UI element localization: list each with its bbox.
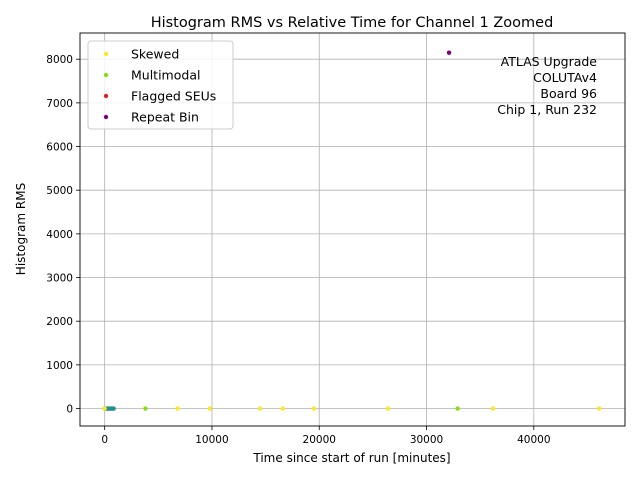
x-tick-label: 30000 bbox=[410, 434, 443, 446]
skewed-point bbox=[385, 406, 391, 411]
normal-point bbox=[111, 406, 116, 411]
y-tick-label: 2000 bbox=[46, 316, 73, 328]
repeat-bin-point bbox=[446, 50, 452, 55]
annotation-line: Chip 1, Run 232 bbox=[497, 102, 597, 117]
legend-label-skewed: Skewed bbox=[131, 47, 179, 62]
y-tick-label: 3000 bbox=[46, 273, 73, 285]
x-axis-label: Time since start of run [minutes] bbox=[252, 451, 450, 465]
y-tick-label: 0 bbox=[66, 404, 73, 416]
skewed-point bbox=[597, 406, 602, 411]
skewed-point bbox=[207, 406, 213, 411]
skewed-point bbox=[311, 406, 317, 411]
y-tick-label: 7000 bbox=[46, 98, 73, 110]
annotation-line: COLUTAv4 bbox=[533, 70, 597, 85]
legend-marker-flagged-seus bbox=[103, 93, 109, 99]
y-tick-label: 8000 bbox=[46, 54, 73, 66]
legend-marker-multimodal bbox=[103, 72, 109, 78]
chart-title: Histogram RMS vs Relative Time for Chann… bbox=[151, 15, 554, 31]
x-tick-label: 40000 bbox=[517, 434, 550, 446]
data-points bbox=[102, 50, 602, 411]
x-tick-label: 10000 bbox=[195, 434, 228, 446]
plot-frame bbox=[79, 32, 626, 427]
skewed-point bbox=[280, 406, 285, 411]
legend-marker-repeat-bin bbox=[103, 114, 109, 120]
y-axis-label: Histogram RMS bbox=[14, 183, 28, 275]
skewed-point bbox=[258, 406, 263, 411]
annotation-line: ATLAS Upgrade bbox=[501, 54, 598, 69]
multimodal-point bbox=[143, 406, 148, 411]
y-tick-label: 4000 bbox=[46, 229, 73, 241]
multimodal-point bbox=[455, 406, 460, 411]
y-tick-label: 1000 bbox=[46, 360, 73, 372]
y-axis-ticks: 0 1000 2000 3000 4000 5000 6000 7000 8000 bbox=[46, 54, 80, 416]
legend-label-multimodal: Multimodal bbox=[131, 68, 200, 83]
x-tick-label: 20000 bbox=[303, 434, 336, 446]
legend-label-flagged-seus: Flagged SEUs bbox=[131, 89, 216, 104]
legend-marker-skewed bbox=[103, 51, 109, 57]
x-tick-label: 0 bbox=[101, 434, 108, 446]
legend-box bbox=[87, 40, 234, 130]
skewed-point bbox=[490, 406, 496, 411]
skewed-point bbox=[175, 406, 180, 411]
y-tick-label: 6000 bbox=[46, 142, 73, 154]
grid bbox=[80, 33, 625, 426]
legend-label-repeat-bin: Repeat Bin bbox=[131, 110, 199, 125]
annotation-line: Board 96 bbox=[540, 86, 597, 101]
x-axis-ticks: 0 10000 20000 30000 40000 bbox=[101, 426, 551, 446]
skewed-point bbox=[102, 406, 107, 411]
legend: Skewed Multimodal Flagged SEUs Repeat Bin bbox=[87, 40, 234, 130]
y-tick-label: 5000 bbox=[46, 185, 73, 197]
